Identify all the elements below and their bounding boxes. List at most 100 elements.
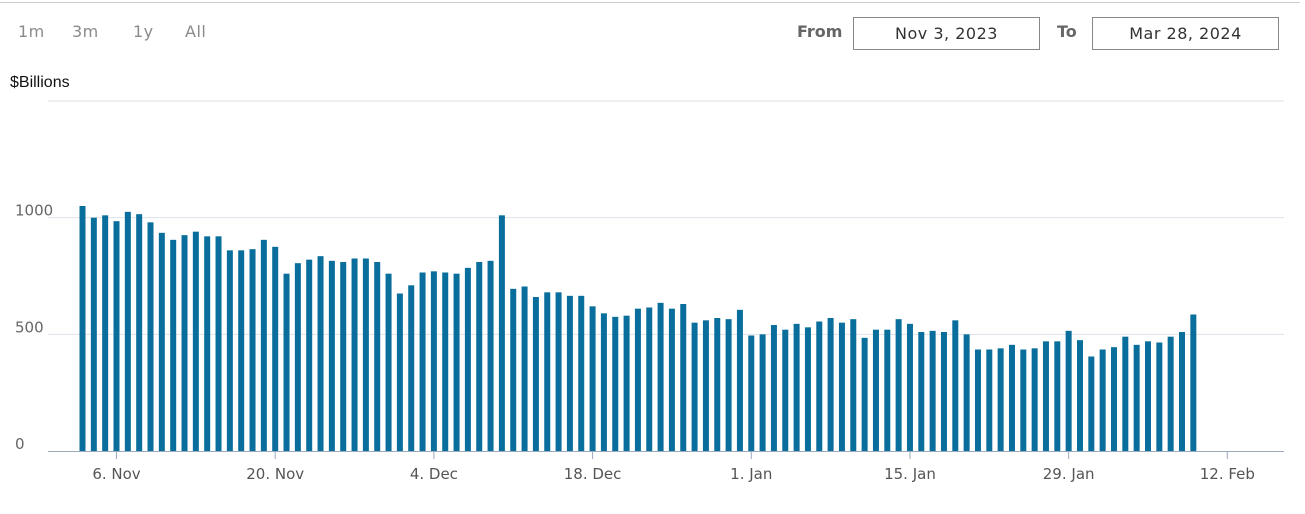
- bar: [1031, 348, 1038, 451]
- bar: [260, 239, 267, 451]
- bar: [748, 335, 755, 451]
- bar: [952, 320, 959, 451]
- bar: [487, 260, 494, 451]
- top-border: [0, 2, 1300, 3]
- bar: [634, 308, 641, 451]
- bar: [1122, 336, 1129, 451]
- bar: [1099, 349, 1106, 451]
- bar: [102, 215, 109, 451]
- from-label: From: [797, 22, 843, 41]
- bar: [1008, 344, 1015, 451]
- bar: [940, 332, 947, 451]
- bar: [872, 329, 879, 451]
- bar: [396, 293, 403, 451]
- bar: [759, 334, 766, 451]
- bar: [158, 232, 165, 451]
- bar: [532, 297, 539, 451]
- bar: [646, 307, 653, 451]
- bar: [793, 323, 800, 451]
- bar: [408, 285, 415, 451]
- bar: [816, 321, 823, 451]
- bar: [249, 249, 256, 451]
- bar: [929, 330, 936, 451]
- bar: [1190, 314, 1197, 451]
- bar: [680, 304, 687, 451]
- bar: [827, 318, 834, 451]
- bar: [838, 322, 845, 451]
- bar: [1065, 330, 1072, 451]
- y-tick-label: 0: [15, 435, 25, 453]
- bar: [1076, 340, 1083, 451]
- y-axis-unit-label: $Billions: [10, 74, 70, 91]
- bar: [623, 315, 630, 451]
- bar: [215, 236, 222, 451]
- y-tick-label: 1000: [15, 202, 53, 220]
- bar: [374, 262, 381, 451]
- bar: [124, 211, 131, 451]
- bar: [612, 316, 619, 451]
- bar: [1110, 347, 1117, 451]
- bar: [430, 271, 437, 451]
- bar: [498, 215, 505, 451]
- bar: [79, 206, 86, 451]
- x-tick-label: 6. Nov: [92, 465, 140, 483]
- x-tick-label: 18. Dec: [564, 465, 622, 483]
- bar: [997, 348, 1004, 451]
- bar: [136, 214, 143, 451]
- bar: [1179, 332, 1185, 451]
- bar: [566, 295, 573, 451]
- bar: [578, 295, 585, 451]
- bar: [1020, 349, 1027, 451]
- bar: [510, 288, 517, 451]
- bar: [589, 306, 596, 451]
- range-button-1y[interactable]: 1y: [133, 22, 154, 41]
- bar: [1167, 336, 1174, 451]
- bar: [691, 322, 698, 451]
- range-button-1m[interactable]: 1m: [18, 22, 45, 41]
- x-tick-label: 15. Jan: [884, 465, 936, 483]
- from-date-input[interactable]: Nov 3, 2023: [853, 17, 1040, 50]
- bar: [963, 334, 970, 451]
- x-tick-label: 20. Nov: [246, 465, 304, 483]
- bar: [328, 260, 335, 451]
- bar: [294, 263, 301, 451]
- x-tick-label: 4. Dec: [410, 465, 458, 483]
- x-tick-label: 1. Jan: [730, 465, 772, 483]
- range-button-all[interactable]: All: [185, 22, 207, 41]
- bar: [1133, 344, 1140, 451]
- to-label: To: [1057, 22, 1077, 41]
- bar: [238, 250, 245, 451]
- bar: [419, 272, 426, 451]
- bar: [804, 327, 811, 451]
- bar: [1088, 356, 1095, 451]
- bar: [918, 332, 925, 451]
- bar: [1156, 342, 1163, 451]
- bar: [600, 313, 607, 451]
- bar: [181, 235, 188, 451]
- bar: [476, 262, 483, 451]
- bar: [714, 318, 721, 451]
- bar: [702, 320, 709, 451]
- bar: [1054, 341, 1061, 451]
- to-date-input[interactable]: Mar 28, 2024: [1092, 17, 1279, 50]
- bar: [442, 272, 449, 451]
- bar: [861, 337, 868, 451]
- bar: [895, 319, 902, 451]
- y-tick-label: 500: [15, 318, 44, 336]
- bar: [555, 292, 562, 451]
- bar: [464, 267, 471, 451]
- bar: [906, 323, 913, 451]
- range-button-3m[interactable]: 3m: [72, 22, 99, 41]
- bar: [226, 250, 233, 451]
- bar: [283, 273, 290, 451]
- bar: [668, 308, 675, 451]
- bar: [974, 349, 981, 451]
- bar: [362, 258, 369, 451]
- bar: [351, 258, 358, 451]
- bar: [884, 329, 891, 451]
- bar: [770, 325, 777, 451]
- bar: [113, 221, 120, 451]
- bar: [204, 236, 211, 451]
- bar: [1144, 341, 1151, 451]
